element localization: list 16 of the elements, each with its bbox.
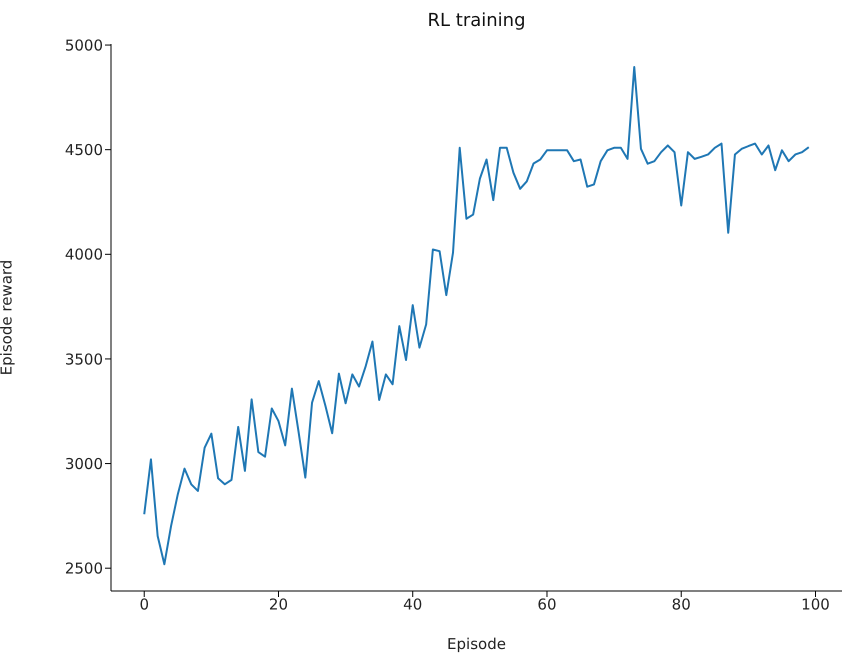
chart-title: RL training [426, 10, 526, 31]
y-tick-label: 3000 [64, 454, 103, 473]
x-tick-label: 100 [801, 596, 830, 614]
x-tick-label: 80 [672, 596, 691, 614]
y-tick-label: 4000 [64, 246, 103, 264]
x-tick-label: 0 [139, 596, 149, 614]
x-tick-label: 60 [537, 596, 557, 614]
y-tick-label: 4500 [64, 141, 103, 159]
y-tick-label: 2500 [64, 560, 103, 578]
y-tick-label: 3500 [64, 350, 103, 368]
y-axis-title: Episode reward [0, 260, 16, 376]
y-tick-label: 5000 [64, 36, 103, 54]
x-tick-label: 40 [403, 596, 422, 614]
line-series [143, 66, 810, 566]
x-tick-label: 20 [268, 596, 288, 614]
x-axis-title: Episode [447, 635, 506, 653]
